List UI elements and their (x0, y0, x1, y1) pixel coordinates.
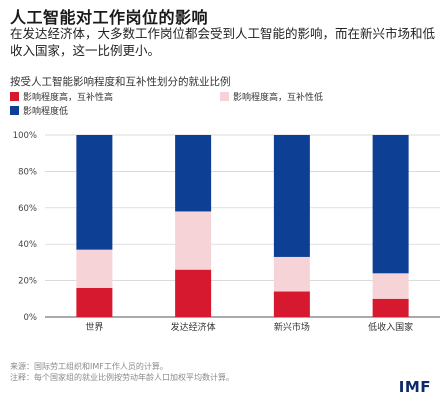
source-note: 来源：国际劳工组织和IMF工作人员的计算。 (10, 362, 168, 371)
chart-title: 按受人工智能影响程度和互补性划分的就业比例 (10, 76, 231, 88)
legend-label-high-high: 影响程度高，互补性高 (23, 93, 114, 103)
legend-item-high-high: 影响程度高，互补性高 (10, 90, 113, 103)
legend-item-high-low: 影响程度高，互补性低 (220, 90, 323, 103)
legend-item-low: 影响程度低 (10, 104, 68, 117)
legend-swatch-low (10, 106, 19, 115)
legend-label-low: 影响程度低 (23, 107, 69, 117)
legend-swatch-high-high (10, 92, 19, 101)
bar-segment (175, 269, 212, 317)
page-title: 人工智能对工作岗位的影响 (10, 8, 209, 27)
footnote: 注释：每个国家组的就业比例按劳动年龄人口加权平均数计算。 (10, 373, 234, 382)
bar-segment (273, 256, 310, 292)
page-subtitle: 在发达经济体，大多数工作岗位都会受到人工智能的影响，而在新兴市场和低收入国家，这… (10, 26, 436, 58)
bar-segment (76, 249, 113, 288)
x-tick-label: 世界 (85, 321, 103, 333)
y-tick-label: 40% (18, 240, 37, 250)
x-tick-label: 新兴市场 (274, 321, 310, 333)
chart-notes: 来源：国际劳工组织和IMF工作人员的计算。 注释：每个国家组的就业比例按劳动年龄… (10, 361, 234, 383)
bar-segment (76, 135, 113, 250)
legend-swatch-high-low (220, 92, 229, 101)
bar-segment (175, 211, 212, 270)
bar-segment (273, 291, 310, 317)
bar-segment (372, 273, 409, 299)
bar-segment (372, 135, 409, 274)
bar-segment (175, 135, 212, 212)
legend-label-high-low: 影响程度高，互补性低 (233, 93, 324, 103)
y-tick-label: 80% (18, 167, 37, 177)
y-tick-label: 0% (24, 313, 38, 323)
stacked-bar-chart: 0% 20% 40% 60% 80% 100% 世界 发达经济体 新兴市场 低收入国家 (13, 131, 440, 333)
x-tick-label: 低收入国家 (368, 321, 413, 333)
bar-segment (273, 135, 310, 257)
y-tick-label: 100% (13, 131, 37, 141)
y-tick-label: 20% (18, 277, 37, 287)
imf-logo: IMF (398, 378, 431, 396)
x-tick-label: 发达经济体 (171, 321, 216, 333)
bar-segment (372, 298, 409, 317)
bar-segment (76, 287, 113, 317)
y-tick-label: 60% (18, 204, 37, 214)
